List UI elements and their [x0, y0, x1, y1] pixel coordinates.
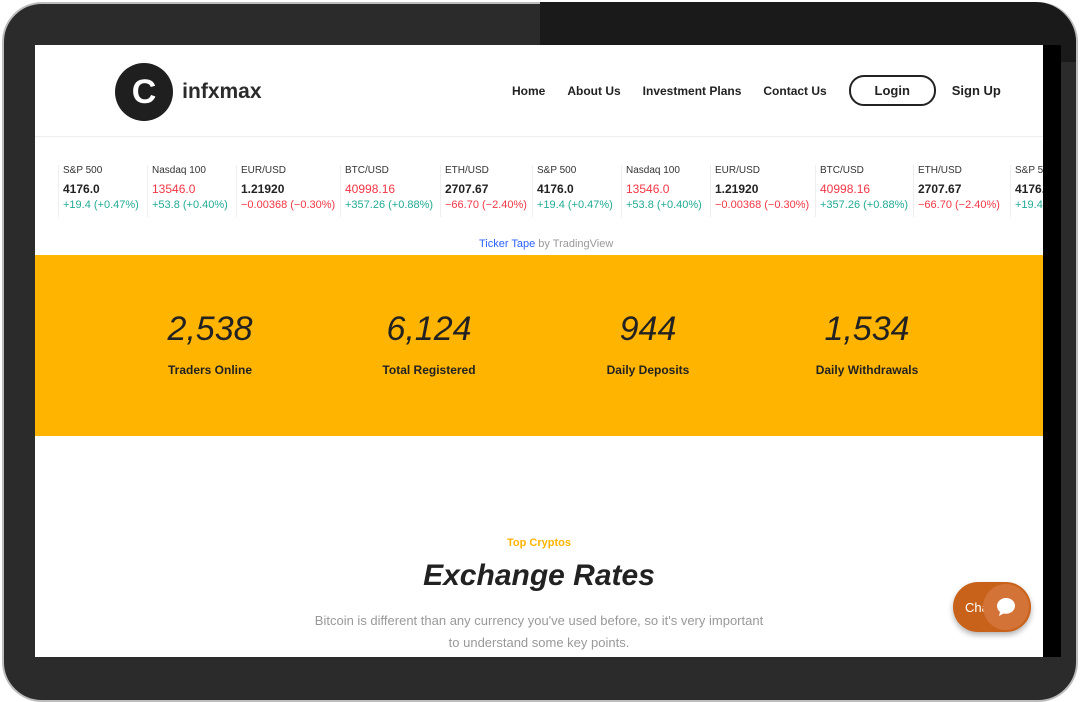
stat-value: 944	[619, 310, 677, 348]
stat-label: Daily Deposits	[606, 363, 690, 377]
ticker-symbol: BTC/USD	[820, 165, 864, 176]
ticker-change: −0.00368 (−0.30%)	[715, 199, 810, 211]
ticker-item[interactable]: Nasdaq 100 13546.0 +53.8 (+0.40%)	[621, 165, 702, 217]
ticker-item[interactable]: S&P 500 4176.0 +19.4 (+0.47%)	[58, 165, 139, 217]
ticker-credit-link[interactable]: Ticker Tape	[479, 238, 536, 250]
nav-contact[interactable]: Contact Us	[763, 83, 827, 98]
ticker-change: +19.4 (+0.47%)	[537, 199, 613, 211]
desc-line: Bitcoin is different than any currency y…	[314, 613, 764, 628]
stat-daily-withdrawals: 1,534 Daily Withdrawals	[767, 255, 967, 377]
ticker-symbol: S&P 500	[537, 165, 577, 176]
screen: C infxmax Home About Us Investment Plans…	[35, 45, 1043, 657]
divider	[35, 136, 1043, 137]
stat-value: 2,538	[167, 310, 253, 348]
ticker-price: 1.21920	[715, 182, 759, 196]
stat-label: Traders Online	[167, 363, 253, 377]
stats-banner: 2,538 Traders Online 6,124 Total Registere…	[35, 255, 1043, 436]
stat-value: 6,124	[386, 310, 472, 348]
ticker-item[interactable]: ETH/USD 2707.67 −66.70 (−2.40%)	[440, 165, 527, 217]
login-button[interactable]: Login	[848, 75, 936, 106]
chat-bubble-icon	[983, 584, 1029, 630]
ticker-price: 4176.0	[63, 182, 100, 196]
ticker-price: 2707.67	[445, 182, 489, 196]
main-nav: Home About Us Investment Plans Contact U…	[512, 75, 1023, 106]
exchange-rates-section: Top Cryptos Exchange Rates Bitcoin is di…	[35, 537, 1043, 654]
ticker-change: −0.00368 (−0.30%)	[241, 199, 336, 211]
ticker-item[interactable]: EUR/USD 1.21920 −0.00368 (−0.30%)	[236, 165, 335, 217]
ticker-credit-by: by TradingView	[535, 238, 614, 250]
stat-total-registered: 6,124 Total Registered	[329, 255, 529, 377]
ticker-symbol: Nasdaq 100	[152, 165, 206, 176]
ticker-change: +53.8 (+0.40%)	[152, 199, 228, 211]
ticker-price: 1.21920	[241, 182, 285, 196]
nav-about[interactable]: About Us	[567, 83, 621, 98]
stat-traders-online: 2,538 Traders Online	[110, 255, 310, 377]
signup-link[interactable]: Sign Up	[951, 83, 1001, 98]
ticker-price: 4176.0	[1015, 182, 1043, 196]
nav-home[interactable]: Home	[512, 83, 546, 98]
ticker-item[interactable]: S&P 500 4176.0 +19.4 (+0.47%)	[532, 165, 613, 217]
chat-button[interactable]: Chat	[953, 575, 1031, 632]
ticker-symbol: S&P 500	[1015, 165, 1043, 176]
ticker-symbol: EUR/USD	[241, 165, 287, 176]
section-eyebrow: Top Cryptos	[507, 537, 571, 549]
section-title: Exchange Rates	[423, 559, 655, 592]
logo-mark: C	[115, 63, 173, 121]
section-description: Bitcoin is different than any currency y…	[35, 610, 1043, 654]
ticker-symbol: ETH/USD	[918, 165, 962, 176]
ticker-change: +19.4 (+0.47%)	[1015, 199, 1043, 211]
logo-text: infxmax	[153, 80, 262, 103]
ticker-price: 40998.16	[345, 182, 396, 196]
ticker-price: 40998.16	[820, 182, 871, 196]
ticker-symbol: S&P 500	[63, 165, 103, 176]
ticker-item[interactable]: S&P 500 4176.0 +19.4 (+0.47%)	[1010, 165, 1043, 217]
ticker-item[interactable]: EUR/USD 1.21920 −0.00368 (−0.30%)	[710, 165, 809, 217]
ticker-item[interactable]: Nasdaq 100 13546.0 +53.8 (+0.40%)	[147, 165, 228, 217]
ticker-symbol: EUR/USD	[715, 165, 761, 176]
ticker-symbol: BTC/USD	[345, 165, 389, 176]
nav-plans[interactable]: Investment Plans	[642, 83, 742, 98]
ticker-symbol: ETH/USD	[445, 165, 489, 176]
ticker-item[interactable]: ETH/USD 2707.67 −66.70 (−2.40%)	[913, 165, 1000, 217]
logo[interactable]: C infxmax	[115, 63, 262, 121]
stat-daily-deposits: 944 Daily Deposits	[548, 255, 748, 377]
ticker-change: +357.26 (+0.88%)	[345, 199, 434, 211]
ticker-tape[interactable]: S&P 500 4176.0 +19.4 (+0.47%) Nasdaq 100 135…	[35, 165, 1043, 220]
ticker-price: 2707.67	[918, 182, 962, 196]
ticker-change: +53.8 (+0.40%)	[626, 199, 702, 211]
ticker-price: 13546.0	[152, 182, 196, 196]
ticker-change: −66.70 (−2.40%)	[445, 199, 527, 211]
ticker-change: +357.26 (+0.88%)	[820, 199, 909, 211]
ticker-item[interactable]: BTC/USD 40998.16 +357.26 (+0.88%)	[815, 165, 908, 217]
laptop-edge	[1043, 45, 1061, 657]
ticker-change: −66.70 (−2.40%)	[918, 199, 1000, 211]
ticker-item[interactable]: BTC/USD 40998.16 +357.26 (+0.88%)	[340, 165, 433, 217]
desc-line: to understand some key points.	[448, 635, 630, 650]
stat-label: Daily Withdrawals	[815, 363, 919, 377]
ticker-price: 4176.0	[537, 182, 574, 196]
stat-value: 1,534	[824, 310, 910, 348]
ticker-price: 13546.0	[626, 182, 670, 196]
ticker-credit[interactable]: Ticker Tape by TradingView	[479, 238, 613, 250]
ticker-change: +19.4 (+0.47%)	[63, 199, 139, 211]
ticker-symbol: Nasdaq 100	[626, 165, 680, 176]
stat-label: Total Registered	[382, 363, 476, 377]
